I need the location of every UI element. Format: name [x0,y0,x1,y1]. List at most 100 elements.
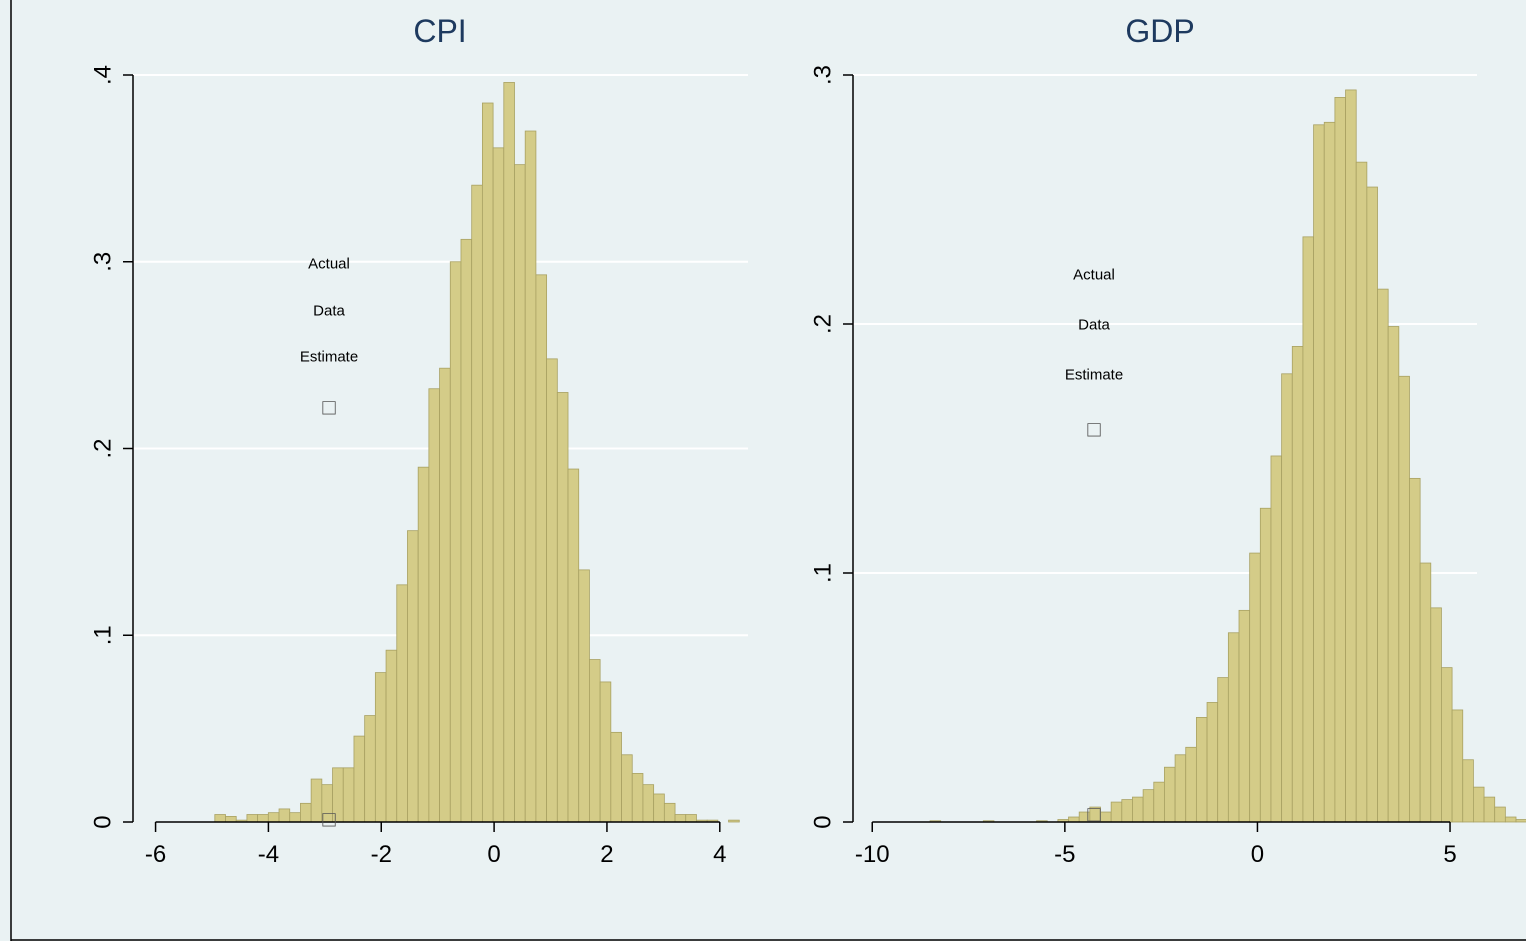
chart-title: CPI [413,13,466,49]
histogram-bar [1378,289,1389,822]
x-tick-label: -2 [371,841,392,868]
histogram-bar [1420,563,1431,822]
histogram-bar [1324,122,1335,822]
histogram-bar [536,275,547,822]
histogram-bar [547,359,558,822]
histogram-bar [1346,90,1357,822]
histogram-bar [1303,237,1314,822]
y-tick-label: .1 [810,563,837,583]
histogram-bar [600,682,611,822]
histogram-bar [504,82,515,822]
histogram-bar [664,803,675,822]
histogram-bar [1516,820,1526,822]
histogram-bar [1260,508,1271,822]
histogram-bar [354,736,365,822]
annotation-label: Actual [1073,267,1115,284]
histogram-bar [579,570,590,822]
x-tick-label: 5 [1443,841,1456,868]
histogram-bar [557,392,568,822]
y-tick-label: .3 [90,252,117,272]
histogram-bar [1399,376,1410,822]
histogram-bar [1186,747,1197,822]
histogram-bar [1271,456,1282,822]
histogram-bar [1154,782,1165,822]
histogram-bar [300,803,311,822]
annotation-label: Data [313,303,345,320]
histogram-bar [279,809,290,822]
histogram-bar [407,531,418,822]
histogram-bar [1196,717,1207,822]
histogram-bar [1143,790,1154,822]
x-tick-label: 0 [487,841,500,868]
annotation-label: Data [1078,317,1110,334]
histogram-bar [1292,346,1303,822]
histogram-bar [1495,807,1506,822]
histogram-bar [1473,787,1484,822]
histogram-bar [1452,710,1463,822]
histogram-bar [450,262,461,822]
annotation-label: Estimate [1065,367,1123,384]
histogram-bar [1409,478,1420,822]
histogram-bar [1111,802,1122,822]
histogram-bar [686,815,697,822]
histogram-bar [643,785,654,822]
histogram-bar [258,815,269,822]
x-tick-label: 0 [1251,841,1264,868]
histogram-bar [365,716,376,822]
histogram-bar [1122,800,1133,822]
histogram-bar [632,773,643,822]
histogram-bar [1388,326,1399,822]
histogram-bar [729,820,740,822]
histogram-bar [1505,817,1516,822]
y-tick-label: .3 [810,65,837,85]
y-tick-label: .4 [90,65,117,85]
x-tick-label: -6 [145,841,166,868]
histogram-bar [1132,797,1143,822]
histogram-bar [622,755,633,822]
histogram-bar [611,732,622,822]
y-tick-label: 0 [90,815,117,828]
histogram-bar [1282,374,1293,822]
x-tick-label: 2 [600,841,613,868]
histogram-bar [215,815,226,822]
histogram-bar [397,585,408,822]
histogram-bar [1250,553,1261,822]
histogram-bar [1441,668,1452,822]
histogram-bar [1356,162,1367,822]
annotation-label: Actual [308,256,350,273]
histogram-bar [386,650,397,822]
histogram-bar [472,185,483,822]
marker-glyph: □ [1087,802,1100,827]
histogram-bar [268,813,279,822]
x-tick-label: -5 [1054,841,1075,868]
histogram-bar [1314,125,1325,822]
histogram-bar [515,165,526,822]
marker-glyph: □ [322,807,335,832]
histogram-bar [525,131,536,822]
histogram-bar [589,660,600,822]
histogram-bar [247,815,258,822]
histogram-bar [343,768,354,822]
histogram-bar [226,816,237,822]
histogram-bar [290,813,301,822]
histogram-bar [1207,702,1218,822]
marker-glyph: □ [1087,417,1100,442]
histogram-bar [1164,767,1175,822]
histogram-bar [493,148,504,822]
histogram-bar [1239,610,1250,822]
histogram-bar [461,239,472,822]
histogram-bar [1218,678,1229,822]
histogram-bar [1228,633,1239,822]
histogram-bar [429,389,440,822]
x-tick-label: -10 [855,841,890,868]
histogram-bar [1175,755,1186,822]
histogram-bar [482,103,493,822]
y-tick-label: 0 [810,815,837,828]
histogram-bar [568,469,579,822]
y-tick-label: .1 [90,625,117,645]
histogram-bar [440,368,451,822]
y-tick-label: .2 [90,438,117,458]
histogram-bar [311,779,322,822]
histogram-bar [1463,760,1474,822]
